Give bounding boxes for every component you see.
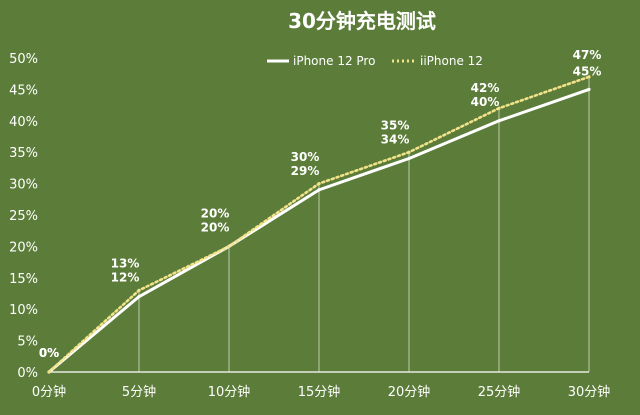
y-tick-label: 10% — [9, 303, 38, 318]
data-label-iphone-12-pro: 12% — [111, 271, 140, 285]
data-point-iiphone-12 — [317, 182, 321, 186]
x-tick-label: 10分钟 — [208, 384, 251, 400]
legend-label-iphone-12-pro: iPhone 12 Pro — [293, 54, 375, 68]
y-tick-label: 0% — [17, 366, 38, 381]
data-point-iiphone-12 — [137, 288, 141, 292]
data-label-iphone-12-pro: 20% — [201, 220, 230, 234]
x-tick-label: 0分钟 — [32, 384, 66, 400]
data-label-iiphone-12: 0% — [39, 346, 59, 360]
data-label-iphone-12-pro: 34% — [381, 132, 410, 146]
data-label-iiphone-12: 20% — [201, 206, 230, 220]
data-point-iphone-12-pro — [497, 119, 501, 123]
y-tick-label: 30% — [9, 178, 38, 193]
x-tick-label: 20分钟 — [388, 384, 431, 400]
y-tick-label: 50% — [9, 52, 38, 67]
data-point-iphone-12-pro — [317, 188, 321, 192]
y-tick-label: 25% — [9, 209, 38, 224]
data-label-iiphone-12: 13% — [111, 257, 140, 271]
data-label-iiphone-12: 35% — [381, 118, 410, 132]
data-point-iiphone-12 — [587, 75, 591, 79]
plot-area: 0%5%10%15%20%25%30%35%40%45%50%0分钟 5分钟 10分… — [9, 48, 610, 400]
y-tick-label: 45% — [9, 83, 38, 98]
data-label-iiphone-12: 42% — [471, 81, 500, 95]
data-label-iphone-12-pro: 40% — [471, 95, 500, 109]
y-tick-label: 35% — [9, 146, 38, 161]
y-tick-label: 5% — [17, 335, 38, 350]
chart-title: 30分钟充电测试 — [288, 9, 436, 33]
y-tick-label: 15% — [9, 272, 38, 287]
data-point-iiphone-12 — [227, 244, 231, 248]
y-tick-label: 20% — [9, 240, 38, 255]
y-tick-label: 40% — [9, 115, 38, 130]
data-label-iiphone-12: 47% — [573, 48, 602, 62]
x-tick-label: 30分钟 — [568, 384, 611, 400]
data-label-iiphone-12: 30% — [291, 150, 320, 164]
data-point-iiphone-12 — [497, 106, 501, 110]
data-label-iphone-12-pro: 29% — [291, 164, 320, 178]
data-label-iphone-12-pro: 0% — [39, 346, 59, 360]
x-tick-label: 5分钟 — [122, 384, 156, 400]
legend-label-iiphone-12: iiPhone 12 — [420, 54, 483, 68]
data-point-iphone-12-pro — [587, 87, 591, 91]
data-point-iphone-12-pro — [407, 156, 411, 161]
x-tick-label: 25分钟 — [478, 384, 521, 400]
x-tick-label: 15分钟 — [298, 384, 341, 400]
data-point-iiphone-12 — [47, 370, 51, 374]
data-point-iphone-12-pro — [137, 295, 141, 299]
data-label-iphone-12-pro: 45% — [573, 64, 602, 78]
legend: iPhone 12 Pro iiPhone 12 — [267, 54, 483, 68]
data-point-iiphone-12 — [407, 150, 411, 154]
